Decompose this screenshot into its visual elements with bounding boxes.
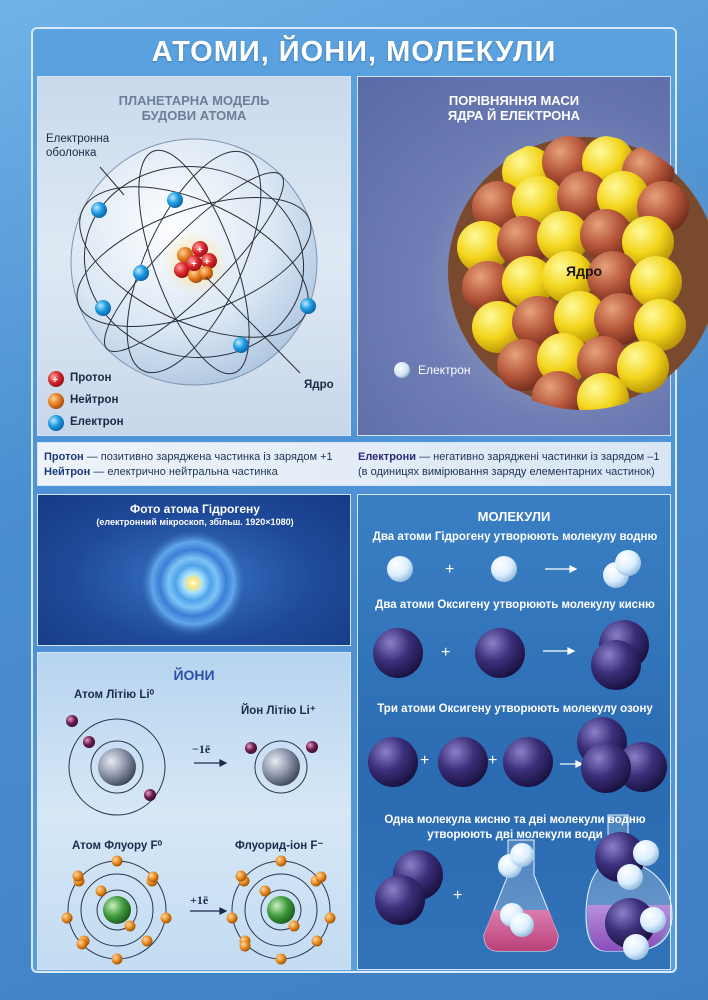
mass-title-line2: ЯДРА Й ЕЛЕКТРОНА	[447, 108, 581, 123]
molecules-diagram	[368, 550, 673, 960]
electron-dot	[394, 362, 410, 378]
nucleus-pointer	[205, 276, 301, 374]
legend-proton-label: Протон	[70, 372, 112, 384]
mass-nucleus-label: Ядро	[566, 263, 603, 279]
planetary-title-line2: БУДОВИ АТОМА	[141, 108, 247, 123]
shell-label: Електронна оболонка	[46, 132, 109, 160]
f-ion-nucleus	[267, 896, 295, 924]
mass-title-line1: ПОРІВНЯННЯ МАСИ	[448, 93, 580, 108]
svg-text:+: +	[204, 257, 210, 268]
nucleus-label: Ядро	[304, 379, 334, 391]
ions-diagram	[61, 715, 336, 965]
atom-model-diagram: + + + +	[48, 138, 318, 431]
ions-title: ЙОНИ	[173, 667, 215, 683]
proton-definition: Протон — позитивно заряджена частинка із…	[44, 451, 333, 463]
svg-text:+: +	[52, 375, 58, 386]
li-ion-label: Йон Літію Li⁺	[241, 705, 316, 717]
page-title: АТОМИ, ЙОНИ, МОЛЕКУЛИ	[151, 36, 557, 68]
mass-electron-label: Електрон	[418, 363, 471, 377]
shell-pointer	[99, 166, 125, 196]
planetary-title: ПЛАНЕТАРНА МОДЕЛЬ БУДОВИ АТОМА	[38, 93, 350, 123]
ions-panel: ЙОНИ Атом Літію Li⁰ Йон Літію Li⁺ Атом Ф…	[37, 652, 351, 970]
svg-text:+: +	[197, 245, 203, 256]
h2-plus: +	[445, 561, 455, 578]
li-arrow-label: −1ē	[192, 742, 211, 756]
water-caption-line1: Одна молекула кисню та дві молекули водн…	[384, 814, 646, 826]
li-ion-nucleus	[262, 748, 300, 786]
legend-electron-label: Електрон	[70, 416, 124, 428]
hydrogen-photo-panel: Фото атома Гідрогену (електронний мікрос…	[37, 494, 351, 646]
mass-comparison-panel: ПОРІВНЯННЯ МАСИ ЯДРА Й ЕЛЕКТРОНА	[357, 76, 708, 436]
definitions-panel: Протон — позитивно заряджена частинка із…	[37, 442, 671, 486]
proton-term: Протон	[44, 451, 84, 463]
water-caption-line2: утворюють дві молекули води	[427, 829, 603, 841]
nucleus-illustration	[394, 117, 708, 427]
molecules-title: МОЛЕКУЛИ	[477, 509, 551, 524]
o3-caption: Три атоми Оксигену утворюють молекулу оз…	[377, 703, 653, 715]
photo-subtitle: (електронний мікроскоп, збільш. 1920×108…	[96, 517, 294, 527]
electrons-definition: Електрони — негативно заряджені частинки…	[358, 451, 660, 463]
proton-text: — позитивно заряджена частинка із зарядо…	[83, 451, 333, 463]
nucleons	[457, 136, 689, 410]
electrons-term: Електрони	[358, 451, 417, 463]
o2-plus: +	[441, 644, 451, 661]
o2-caption: Два атоми Оксигену утворюють молекулу ки…	[375, 599, 655, 611]
ion-arrows	[190, 759, 228, 915]
li-electrons	[66, 715, 318, 801]
f-arrow-label: +1ē	[190, 893, 209, 907]
o3-plus-1: +	[420, 752, 430, 769]
molecules-panel: МОЛЕКУЛИ Два атоми Гідрогену утворюють м…	[357, 494, 673, 970]
shell-label-line1: Електронна	[46, 133, 110, 145]
o3-plus-2: +	[488, 752, 498, 769]
hydrogen-orbital-glow	[138, 528, 248, 638]
li-atom-nucleus	[98, 748, 136, 786]
f-ion-label: Флуорид-іон F⁻	[235, 840, 324, 852]
electrons-note: (в одиницях вимірювання заряду елементар…	[358, 466, 655, 478]
h2-caption: Два атоми Гідрогену утворюють молекулу в…	[372, 531, 658, 543]
mass-title: ПОРІВНЯННЯ МАСИ ЯДРА Й ЕЛЕКТРОНА	[358, 93, 670, 123]
f-electrons	[61, 855, 336, 965]
water-caption: Одна молекула кисню та дві молекули водн…	[358, 813, 672, 843]
li-atom-label: Атом Літію Li⁰	[74, 689, 155, 701]
neutron-definition: Нейтрон — електрично нейтральна частинка	[44, 466, 278, 478]
photo-title: Фото атома Гідрогену	[130, 502, 260, 516]
water-plus: +	[453, 887, 463, 904]
electrons	[91, 192, 316, 353]
planetary-title-line1: ПЛАНЕТАРНА МОДЕЛЬ	[118, 93, 270, 108]
planetary-model-panel: ПЛАНЕТАРНА МОДЕЛЬ БУДОВИ АТОМА	[37, 76, 351, 436]
legend-neutron-label: Нейтрон	[70, 394, 119, 406]
hydrogen-atom-photo	[138, 528, 248, 638]
f-atom-nucleus	[103, 896, 131, 924]
neutron-text: — електрично нейтральна частинка	[90, 466, 278, 478]
electrons-text: — негативно заряджені частинки із зарядо…	[416, 451, 660, 463]
shell-label-line2: оболонка	[46, 147, 97, 159]
svg-text:+: +	[191, 259, 197, 270]
nucleus-particles: + + +	[174, 241, 217, 283]
f-atom-label: Атом Флуору F⁰	[72, 840, 163, 852]
legend-markers: +	[48, 371, 64, 431]
neutron-term: Нейтрон	[44, 466, 91, 478]
